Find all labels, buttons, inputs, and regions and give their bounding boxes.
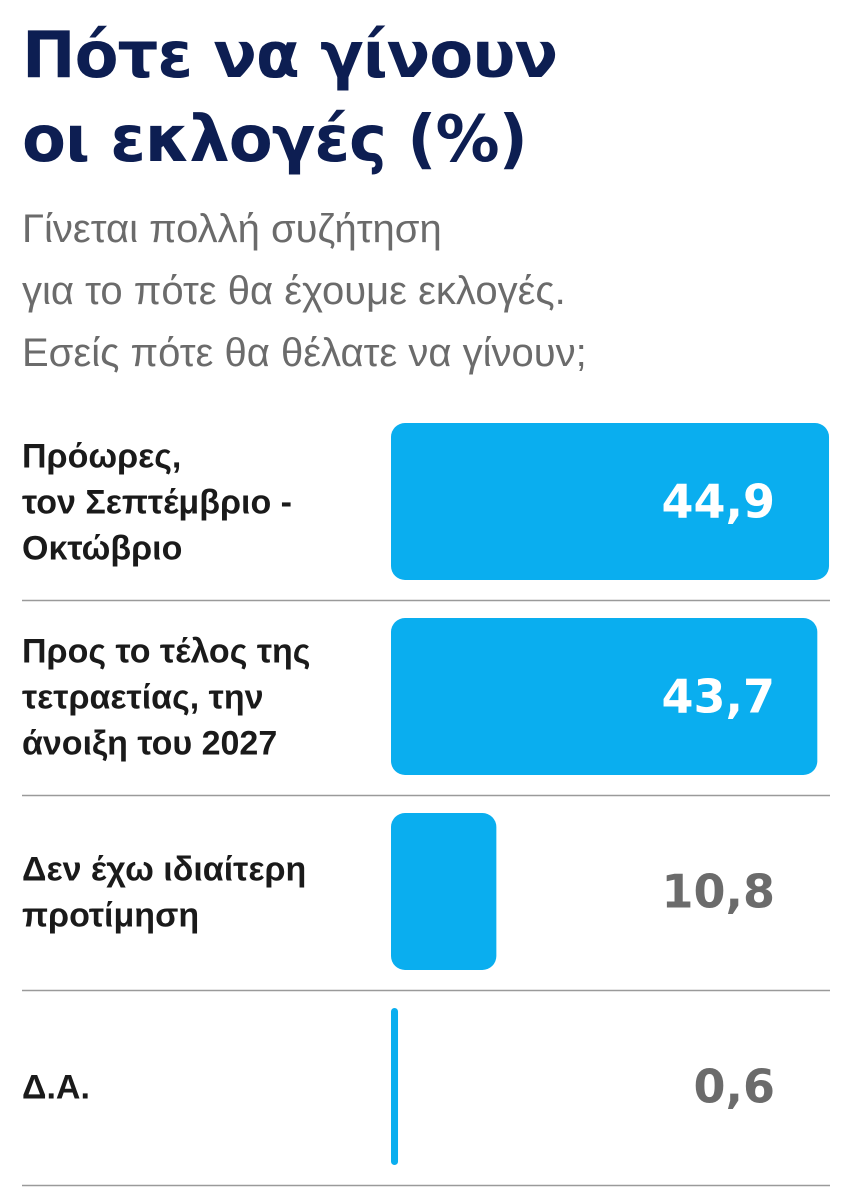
chart-title: Πότε να γίνουν οι εκλογές (%) <box>22 14 822 182</box>
category-label-1-line-1: τετραετίας, την <box>22 679 264 717</box>
bar-chart: 44,9 Πρόωρες, τον Σεπτέμβριο - Οκτώβριο 43,7… <box>22 423 830 1187</box>
category-label-2-line-0: Δεν έχω ιδιαίτερη <box>22 851 306 889</box>
chart-title-line-2: οι εκλογές (%) <box>22 103 528 177</box>
value-label-0: 44,9 <box>662 475 776 529</box>
category-label-1: Προς το τέλος της τετραετίας, την άνοιξη τ… <box>22 633 310 763</box>
bar-1 <box>391 618 818 775</box>
category-label-1-line-0: Προς το τέλος της <box>22 633 310 671</box>
value-label-1: 43,7 <box>662 670 776 724</box>
category-label-3-line-0: Δ.Α. <box>22 1069 90 1107</box>
value-label-2: 10,8 <box>662 865 776 919</box>
category-label-0: Πρόωρες, τον Σεπτέμβριο - Οκτώβριο <box>22 438 292 568</box>
chart-subtitle-line-3: Εσείς πότε θα θέλατε να γίνουν; <box>22 331 587 375</box>
value-label-3: 0,6 <box>694 1060 776 1114</box>
category-label-0-line-2: Οκτώβριο <box>22 530 182 568</box>
category-label-0-line-0: Πρόωρες, <box>22 438 181 476</box>
bar-3 <box>391 1008 399 1165</box>
bar-2 <box>391 813 497 970</box>
category-label-0-line-1: τον Σεπτέμβριο - <box>22 484 292 522</box>
category-label-2: Δεν έχω ιδιαίτερη προτίμηση <box>22 851 306 935</box>
category-label-2-line-1: προτίμηση <box>22 897 199 935</box>
chart-subtitle-line-2: για το πότε θα έχουμε εκλογές. <box>22 269 566 313</box>
bar-0 <box>391 423 830 580</box>
chart-subtitle-line-1: Γίνεται πολλή συζήτηση <box>22 207 442 251</box>
category-label-3: Δ.Α. <box>22 1069 90 1107</box>
chart-title-line-1: Πότε να γίνουν <box>22 19 558 93</box>
chart-subtitle: Γίνεται πολλή συζήτηση για το πότε θα έχ… <box>22 198 822 384</box>
category-label-1-line-2: άνοιξη του 2027 <box>22 725 277 763</box>
